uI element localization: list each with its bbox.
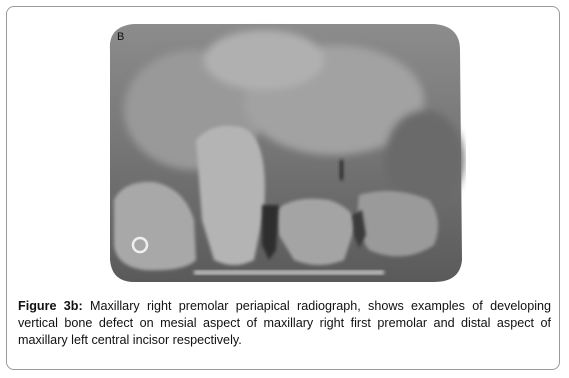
radiograph <box>109 24 464 282</box>
caption-text: Maxillary right premolar periapical radi… <box>18 299 551 347</box>
panel-label: B <box>117 31 125 43</box>
ring-marker <box>131 236 149 254</box>
bone-defects <box>262 160 366 260</box>
bone-texture <box>124 30 464 210</box>
caption-label: Figure 3b: <box>18 299 83 313</box>
figure-caption: Figure 3b: Maxillary right premolar peri… <box>18 298 551 349</box>
film-edge <box>194 270 384 275</box>
